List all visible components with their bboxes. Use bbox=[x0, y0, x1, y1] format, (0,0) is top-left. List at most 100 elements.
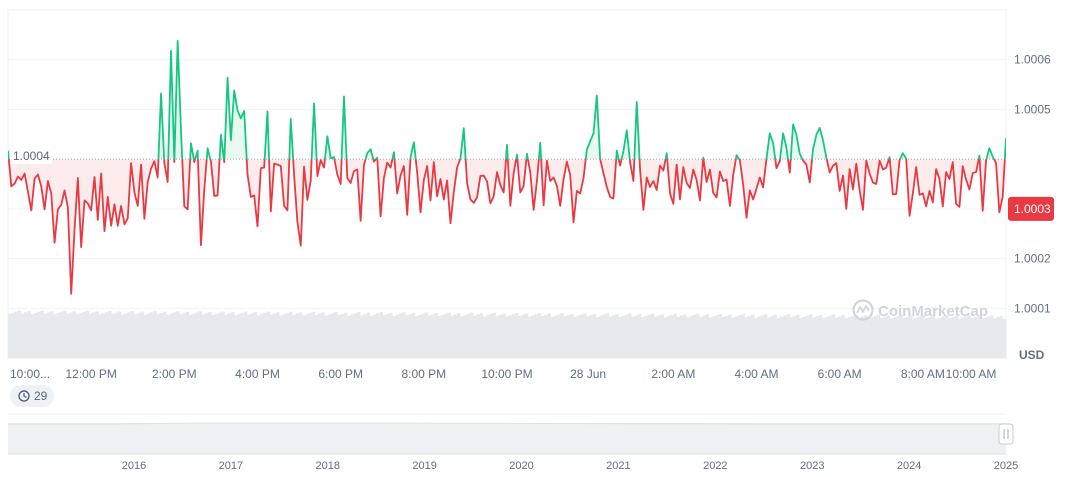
volume-bar bbox=[928, 316, 933, 358]
x-axis: 10:00... 12:00 PM 2:00 PM 4:00 PM 6:00 PM 8:0… bbox=[10, 367, 996, 381]
volume-bar bbox=[305, 314, 309, 358]
navigator-years: 2016 2017 2018 2019 2020 2021 2022 2023 2024 2025 bbox=[122, 460, 1019, 472]
volume-bar bbox=[760, 315, 765, 358]
volume-bar bbox=[444, 313, 448, 358]
volume-bar bbox=[234, 315, 238, 358]
volume-bar bbox=[217, 312, 222, 358]
coinmarketcap-logo: CoinMarketCap bbox=[852, 299, 988, 321]
volume-bar bbox=[117, 311, 122, 358]
volume-bar bbox=[540, 316, 545, 358]
volume-bar bbox=[495, 315, 500, 358]
x-tick-label: 4:00 PM bbox=[235, 367, 280, 381]
volume-bar bbox=[670, 314, 674, 358]
volume-bar bbox=[792, 316, 797, 358]
y-tick-label: 1.0002 bbox=[1014, 252, 1051, 266]
volume-bar bbox=[179, 314, 183, 358]
volume-bar bbox=[360, 315, 364, 358]
volume-bar bbox=[586, 316, 590, 358]
volume-bar bbox=[133, 314, 138, 358]
volume-bar bbox=[592, 313, 597, 358]
volume-bar bbox=[563, 316, 568, 358]
volume-bar bbox=[486, 315, 490, 358]
volume-bar bbox=[825, 316, 829, 358]
reference-label: 1.0004 bbox=[13, 149, 50, 163]
volume-bar bbox=[744, 317, 748, 358]
year-label: 2016 bbox=[122, 460, 146, 472]
volume-bar bbox=[330, 313, 335, 358]
volume-bar bbox=[169, 313, 174, 358]
volume-bar bbox=[369, 315, 374, 358]
year-label: 2017 bbox=[219, 460, 243, 472]
volume-bar bbox=[799, 317, 803, 358]
volume-bar bbox=[773, 314, 777, 358]
volume-bar bbox=[595, 316, 600, 358]
volume-bar bbox=[121, 314, 125, 358]
year-label: 2021 bbox=[606, 460, 630, 472]
volume-bar bbox=[185, 311, 190, 358]
volume-bar bbox=[208, 312, 212, 358]
volume-bar bbox=[647, 314, 652, 358]
volume-bar bbox=[14, 311, 18, 358]
volume-bar bbox=[440, 314, 445, 358]
volume-bar bbox=[611, 315, 616, 358]
volume-bar bbox=[734, 316, 739, 358]
volume-bar bbox=[938, 317, 942, 358]
volume-bar bbox=[912, 318, 916, 358]
volume-bar bbox=[269, 314, 274, 358]
volume-bar bbox=[266, 311, 270, 358]
volume-bar bbox=[153, 311, 157, 358]
volume-bar bbox=[479, 313, 484, 358]
volume-bar bbox=[272, 313, 277, 358]
volume-bar bbox=[101, 313, 106, 358]
volume-bar bbox=[815, 316, 819, 358]
volume-bar bbox=[964, 316, 968, 358]
volume-bar bbox=[576, 315, 580, 358]
volume-bar bbox=[941, 316, 945, 358]
volume-bar bbox=[340, 313, 345, 358]
interval-badge[interactable]: 29 bbox=[10, 385, 54, 407]
volume-bar bbox=[143, 314, 148, 358]
volume-bar bbox=[392, 315, 396, 358]
volume-bar bbox=[728, 314, 732, 358]
navigator-selection[interactable] bbox=[8, 423, 1006, 454]
volume-bar bbox=[230, 312, 235, 358]
volume-bar bbox=[934, 318, 939, 358]
volume-bar bbox=[579, 314, 584, 358]
volume-bar bbox=[909, 315, 913, 358]
volume-bar bbox=[431, 314, 435, 358]
volume-bar bbox=[850, 315, 855, 358]
volume-bar bbox=[944, 315, 949, 358]
volume-bar bbox=[786, 314, 790, 358]
price-line-down[interactable] bbox=[8, 41, 1033, 296]
x-tick-label: 10:00 PM bbox=[481, 367, 532, 381]
volume-bar bbox=[712, 316, 716, 358]
volume-bar bbox=[573, 316, 577, 358]
volume-bar bbox=[624, 314, 629, 358]
volume-bar bbox=[198, 311, 203, 358]
volume-bar bbox=[227, 313, 232, 358]
volume-bar bbox=[256, 315, 261, 358]
volume-bar bbox=[534, 314, 538, 358]
volume-bar bbox=[188, 314, 193, 358]
volume-bar bbox=[699, 316, 703, 358]
volume-bar bbox=[489, 314, 493, 358]
volume-bar bbox=[295, 313, 299, 358]
volume-bar bbox=[166, 314, 170, 358]
x-tick-label: 2:00 PM bbox=[152, 367, 197, 381]
navigator-handle[interactable] bbox=[998, 423, 1014, 445]
volume-bar bbox=[469, 312, 474, 358]
volume-bar bbox=[240, 312, 245, 358]
volume-bar bbox=[689, 316, 694, 358]
price-line-up[interactable] bbox=[8, 39, 1033, 296]
year-label: 2025 bbox=[994, 460, 1018, 472]
volume-bar bbox=[857, 317, 861, 358]
volume-bar bbox=[156, 314, 161, 358]
volume-bar bbox=[211, 315, 216, 358]
volume-bar bbox=[292, 314, 296, 358]
volume-bar bbox=[925, 317, 929, 358]
volume-bar bbox=[308, 313, 312, 358]
range-navigator[interactable]: 2016 2017 2018 2019 2020 2021 2022 2023 2024 2025 bbox=[8, 413, 1019, 472]
volume-bar bbox=[473, 315, 477, 358]
volume-bar bbox=[531, 315, 535, 358]
